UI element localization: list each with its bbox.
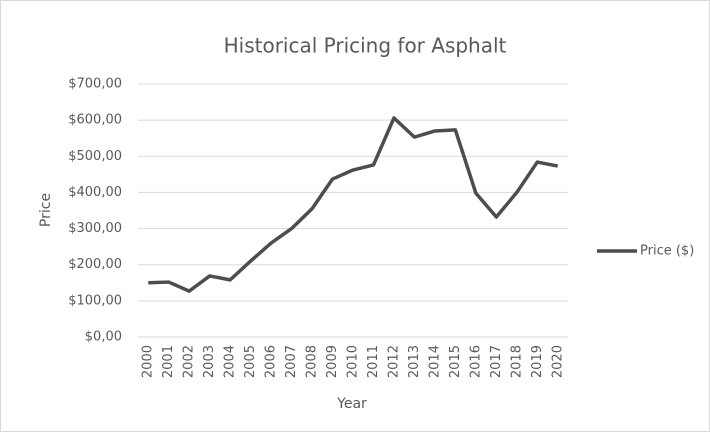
x-tick-label: 2013 <box>407 345 422 378</box>
y-tick-label: $400,00 <box>68 185 122 200</box>
x-axis-label: Year <box>336 396 367 412</box>
x-tick-label: 2014 <box>427 345 442 378</box>
y-tick-label: $300,00 <box>68 221 122 236</box>
x-tick-label: 2000 <box>141 345 156 378</box>
data-line <box>148 116 559 293</box>
x-tick-label: 2010 <box>346 345 361 378</box>
chart-title: Historical Pricing for Asphalt <box>224 34 507 58</box>
y-tick-label: $500,00 <box>68 149 122 164</box>
x-tick-label: 2009 <box>325 345 340 378</box>
x-tick-label: 2006 <box>264 345 279 378</box>
x-tick-label: 2004 <box>223 345 238 378</box>
y-tick-label: $200,00 <box>68 257 122 272</box>
y-tick-label: $0,00 <box>85 330 122 345</box>
x-tick-label: 2002 <box>182 345 197 378</box>
x-tick-label: 2001 <box>161 345 176 378</box>
legend-label: Price ($) <box>640 244 694 259</box>
x-tick-label: 2015 <box>448 345 463 378</box>
x-tick-label: 2005 <box>243 345 258 378</box>
x-tick-label: 2020 <box>550 345 565 378</box>
x-tick-label: 2011 <box>366 345 381 378</box>
x-tick-label: 2012 <box>386 345 401 378</box>
y-tick-label: $100,00 <box>68 293 122 308</box>
x-tick-label: 2016 <box>468 345 483 378</box>
x-tick-label: 2007 <box>284 345 299 378</box>
x-tick-label: 2018 <box>509 345 524 378</box>
x-tick-label: 2003 <box>202 345 217 378</box>
x-tick-label: 2017 <box>489 345 504 378</box>
x-tick-label: 2008 <box>305 345 320 378</box>
y-tick-label: $600,00 <box>68 113 122 128</box>
y-axis-label: Price <box>38 193 54 227</box>
y-tick-label: $700,00 <box>68 77 122 92</box>
x-tick-label: 2019 <box>530 345 545 378</box>
